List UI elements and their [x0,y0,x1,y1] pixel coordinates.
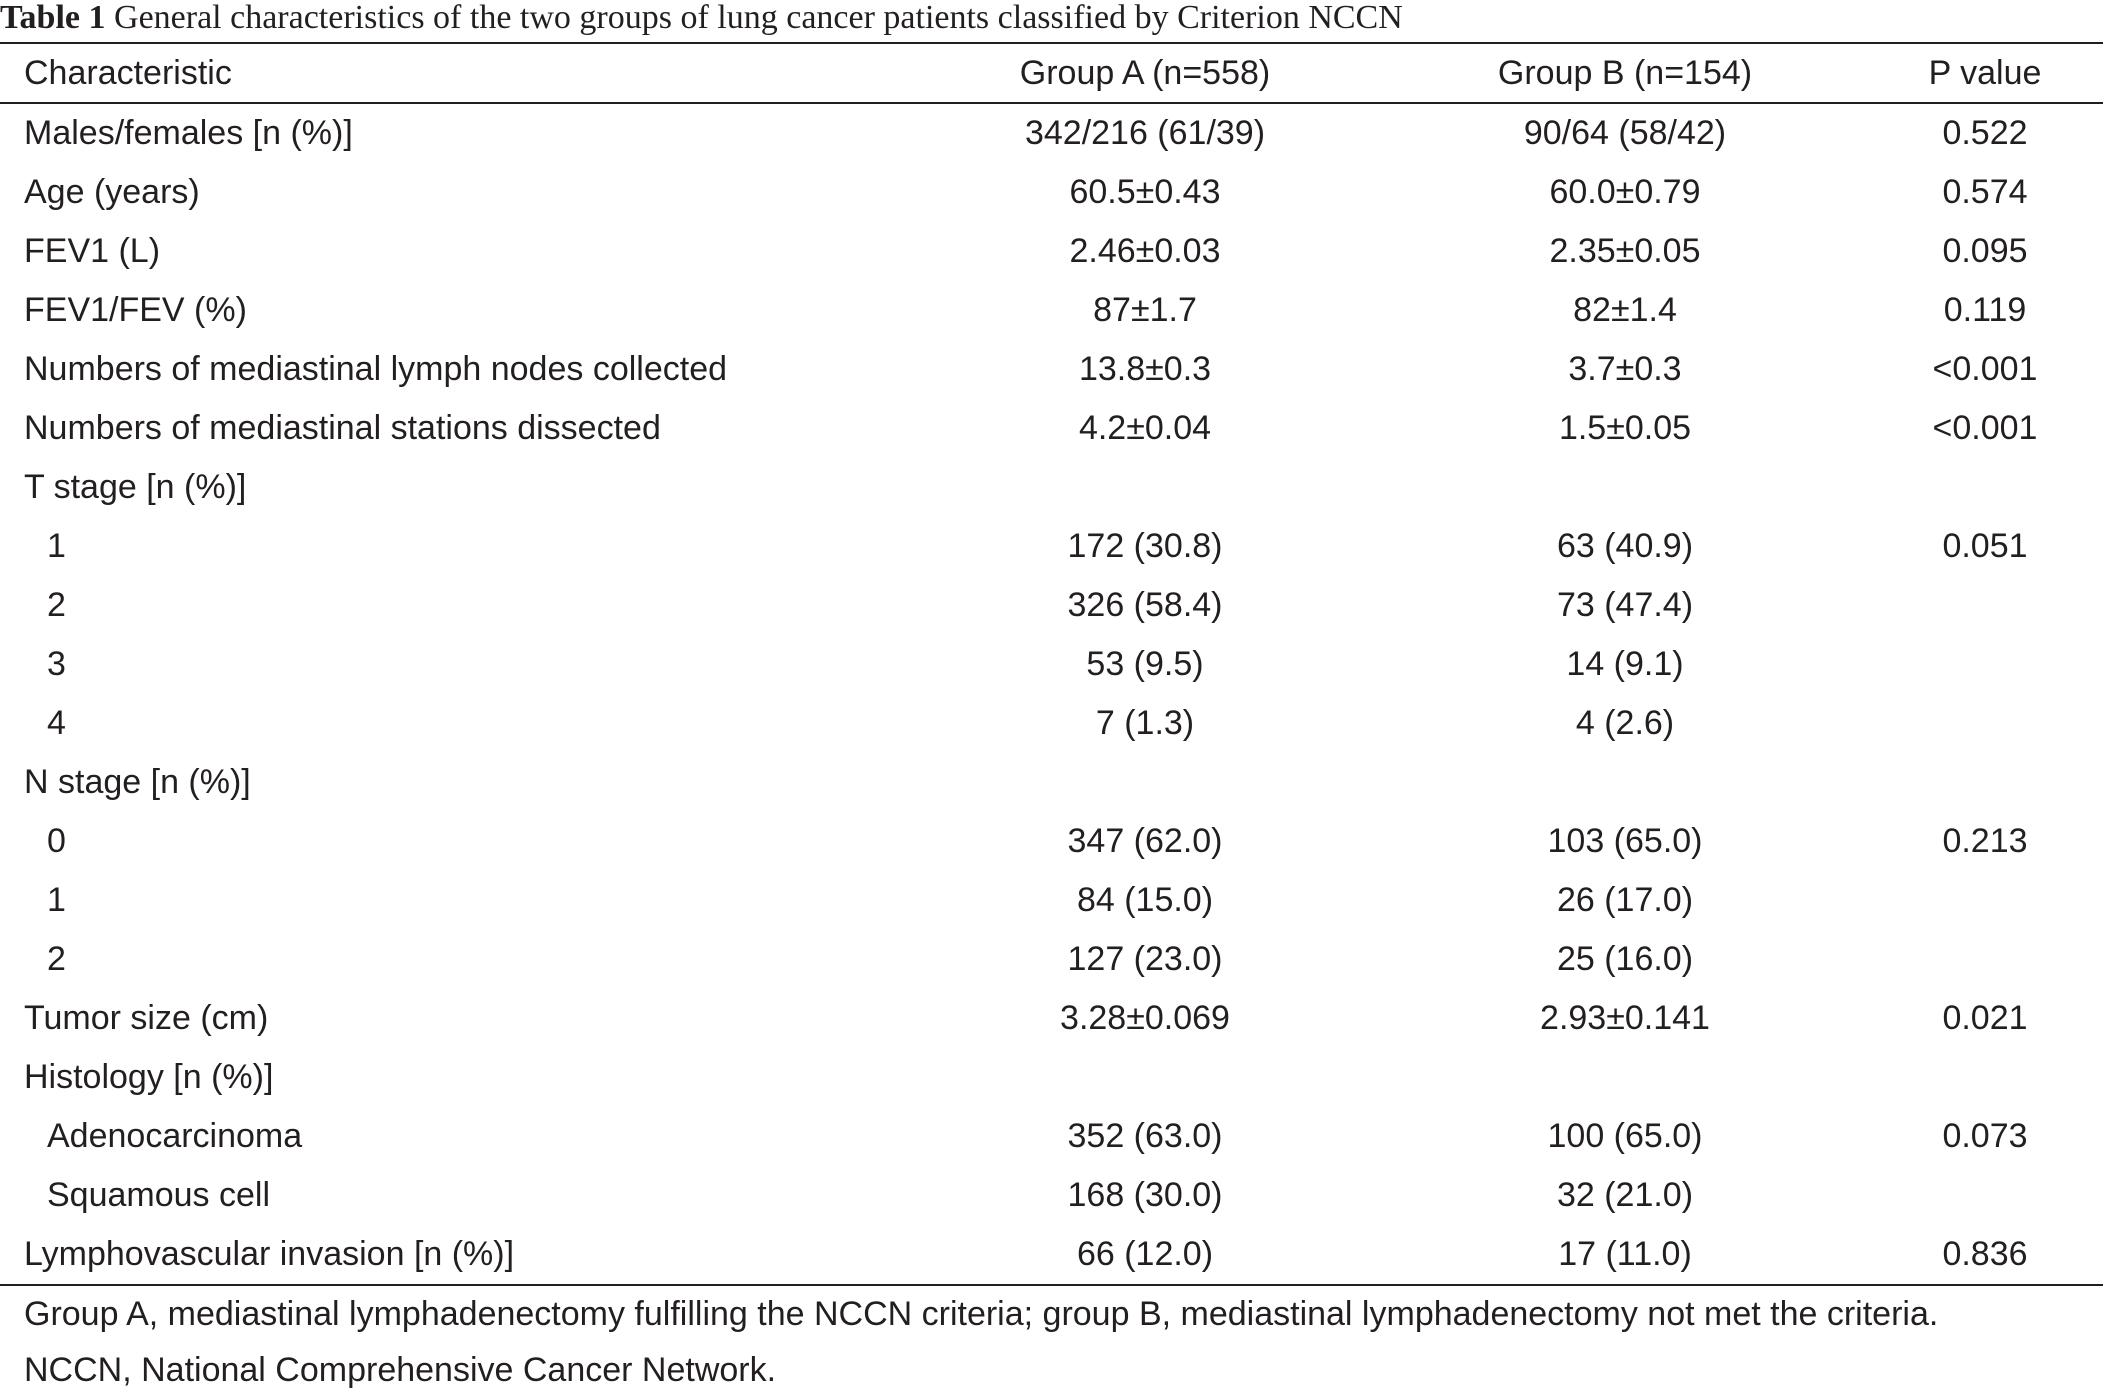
table-caption: General characteristics of the two group… [114,0,1403,36]
cell-group-a: 4.2±0.04 [1078,409,1212,447]
cell-characteristic: FEV1 (L) [24,232,161,270]
table-row: Numbers of mediastinal lymph nodes colle… [0,340,2103,399]
header-row: Characteristic Group A (n=558) Group B (… [0,44,2103,103]
table-row: Tumor size (cm) 3.28±0.069 2.93±0.141 0.021 [0,989,2103,1048]
cell-p-value: 0.574 [1942,173,2028,211]
cell-group-a: 347 (62.0) [1067,822,1223,860]
table-row: Adenocarcinoma 352 (63.0) 100 (65.0) 0.073 [0,1107,2103,1166]
cell-group-b: 90/64 (58/42) [1523,114,1727,152]
table-label: Table 1 [0,0,106,36]
table-row: T stage [n (%)] [0,458,2103,517]
cell-group-a: 326 (58.4) [1067,586,1223,624]
cell-p-value: <0.001 [1932,350,2038,388]
cell-group-a: 2.46±0.03 [1069,232,1221,270]
cell-p-value: 0.095 [1942,232,2028,270]
cell-characteristic: Age (years) [24,173,200,211]
header-p-value: P value [1928,54,2042,92]
cell-characteristic: Numbers of mediastinal stations dissecte… [24,409,661,447]
table-row: FEV1 (L) 2.46±0.03 2.35±0.05 0.095 [0,222,2103,281]
cell-characteristic: 2 [47,940,66,978]
cell-group-a: 342/216 (61/39) [1024,114,1266,152]
cell-group-a: 60.5±0.43 [1069,173,1221,211]
cell-characteristic: Histology [n (%)] [24,1058,274,1096]
table-row: 3 53 (9.5) 14 (9.1) [0,635,2103,694]
cell-group-b: 60.0±0.79 [1549,173,1701,211]
cell-group-a: 7 (1.3) [1095,704,1195,742]
cell-group-b: 26 (17.0) [1556,881,1694,919]
table-row: 1 172 (30.8) 63 (40.9) 0.051 [0,517,2103,576]
cell-characteristic: 4 [47,704,66,742]
table-row: Squamous cell 168 (30.0) 32 (21.0) [0,1166,2103,1225]
cell-characteristic: T stage [n (%)] [24,468,247,506]
cell-characteristic: Numbers of mediastinal lymph nodes colle… [24,350,728,388]
cell-characteristic: 2 [47,586,66,624]
table-row: Age (years) 60.5±0.43 60.0±0.79 0.574 [0,163,2103,222]
cell-characteristic: Lymphovascular invasion [n (%)] [24,1235,515,1273]
table-row: 1 84 (15.0) 26 (17.0) [0,871,2103,930]
cell-group-b: 103 (65.0) [1547,822,1703,860]
table-row: Males/females [n (%)] 342/216 (61/39) 90/6… [0,104,2103,163]
table-row: Histology [n (%)] [0,1048,2103,1107]
cell-characteristic: 1 [47,527,66,565]
cell-group-a: 53 (9.5) [1086,645,1204,683]
footnote-1: Group A, mediastinal lymphadenectomy ful… [24,1295,1939,1333]
table-row: 4 7 (1.3) 4 (2.6) [0,694,2103,753]
cell-group-b: 73 (47.4) [1556,586,1694,624]
cell-p-value: <0.001 [1932,409,2038,447]
table-row: N stage [n (%)] [0,753,2103,812]
cell-group-a: 168 (30.0) [1067,1176,1223,1214]
cell-group-a: 172 (30.8) [1067,527,1223,565]
cell-group-b: 14 (9.1) [1566,645,1684,683]
cell-p-value: 0.836 [1942,1235,2028,1273]
cell-group-b: 25 (16.0) [1556,940,1694,978]
cell-group-b: 100 (65.0) [1547,1117,1703,1155]
cell-characteristic: 1 [47,881,66,919]
cell-characteristic: N stage [n (%)] [24,763,251,801]
bottom-rule [0,1284,2103,1286]
header-characteristic: Characteristic [24,54,232,92]
cell-group-a: 3.28±0.069 [1060,999,1230,1037]
cell-characteristic: FEV1/FEV (%) [24,291,247,329]
table-row: FEV1/FEV (%) 87±1.7 82±1.4 0.119 [0,281,2103,340]
cell-characteristic: Adenocarcinoma [47,1117,303,1155]
table-row: 0 347 (62.0) 103 (65.0) 0.213 [0,812,2103,871]
cell-group-b: 32 (21.0) [1556,1176,1694,1214]
header-group-a: Group A (n=558) [1019,54,1271,92]
table-row: Lymphovascular invasion [n (%)] 66 (12.0)… [0,1225,2103,1284]
cell-group-a: 84 (15.0) [1076,881,1214,919]
table-row: Numbers of mediastinal stations dissecte… [0,399,2103,458]
cell-group-b: 3.7±0.3 [1568,350,1682,388]
cell-group-b: 17 (11.0) [1558,1235,1692,1273]
cell-p-value: 0.213 [1942,822,2028,860]
cell-p-value: 0.073 [1942,1117,2028,1155]
cell-group-a: 352 (63.0) [1067,1117,1223,1155]
cell-group-b: 82±1.4 [1573,291,1677,329]
cell-p-value: 0.051 [1942,527,2028,565]
cell-characteristic: Tumor size (cm) [24,999,269,1037]
header-group-b: Group B (n=154) [1497,54,1753,92]
cell-group-a: 127 (23.0) [1067,940,1223,978]
top-rule [0,42,2103,44]
cell-group-b: 63 (40.9) [1556,527,1694,565]
cell-characteristic: Squamous cell [47,1176,271,1214]
cell-p-value: 0.522 [1942,114,2028,152]
cell-group-a: 87±1.7 [1093,291,1197,329]
cell-group-a: 66 (12.0) [1076,1235,1214,1273]
footnote-2: NCCN, National Comprehensive Cancer Netw… [24,1351,777,1389]
cell-characteristic: Males/females [n (%)] [24,114,353,152]
cell-p-value: 0.119 [1943,291,2027,329]
table-row: 2 326 (58.4) 73 (47.4) [0,576,2103,635]
cell-group-b: 4 (2.6) [1575,704,1675,742]
cell-group-a: 13.8±0.3 [1078,350,1212,388]
cell-group-b: 2.93±0.141 [1540,999,1710,1037]
table-title: Table 1 General characteristics of the t… [0,0,1403,42]
cell-characteristic: 0 [47,822,66,860]
header-rule [0,102,2103,104]
table-row: 2 127 (23.0) 25 (16.0) [0,930,2103,989]
cell-p-value: 0.021 [1942,999,2028,1037]
cell-group-b: 2.35±0.05 [1549,232,1701,270]
cell-group-b: 1.5±0.05 [1558,409,1692,447]
cell-characteristic: 3 [47,645,66,683]
